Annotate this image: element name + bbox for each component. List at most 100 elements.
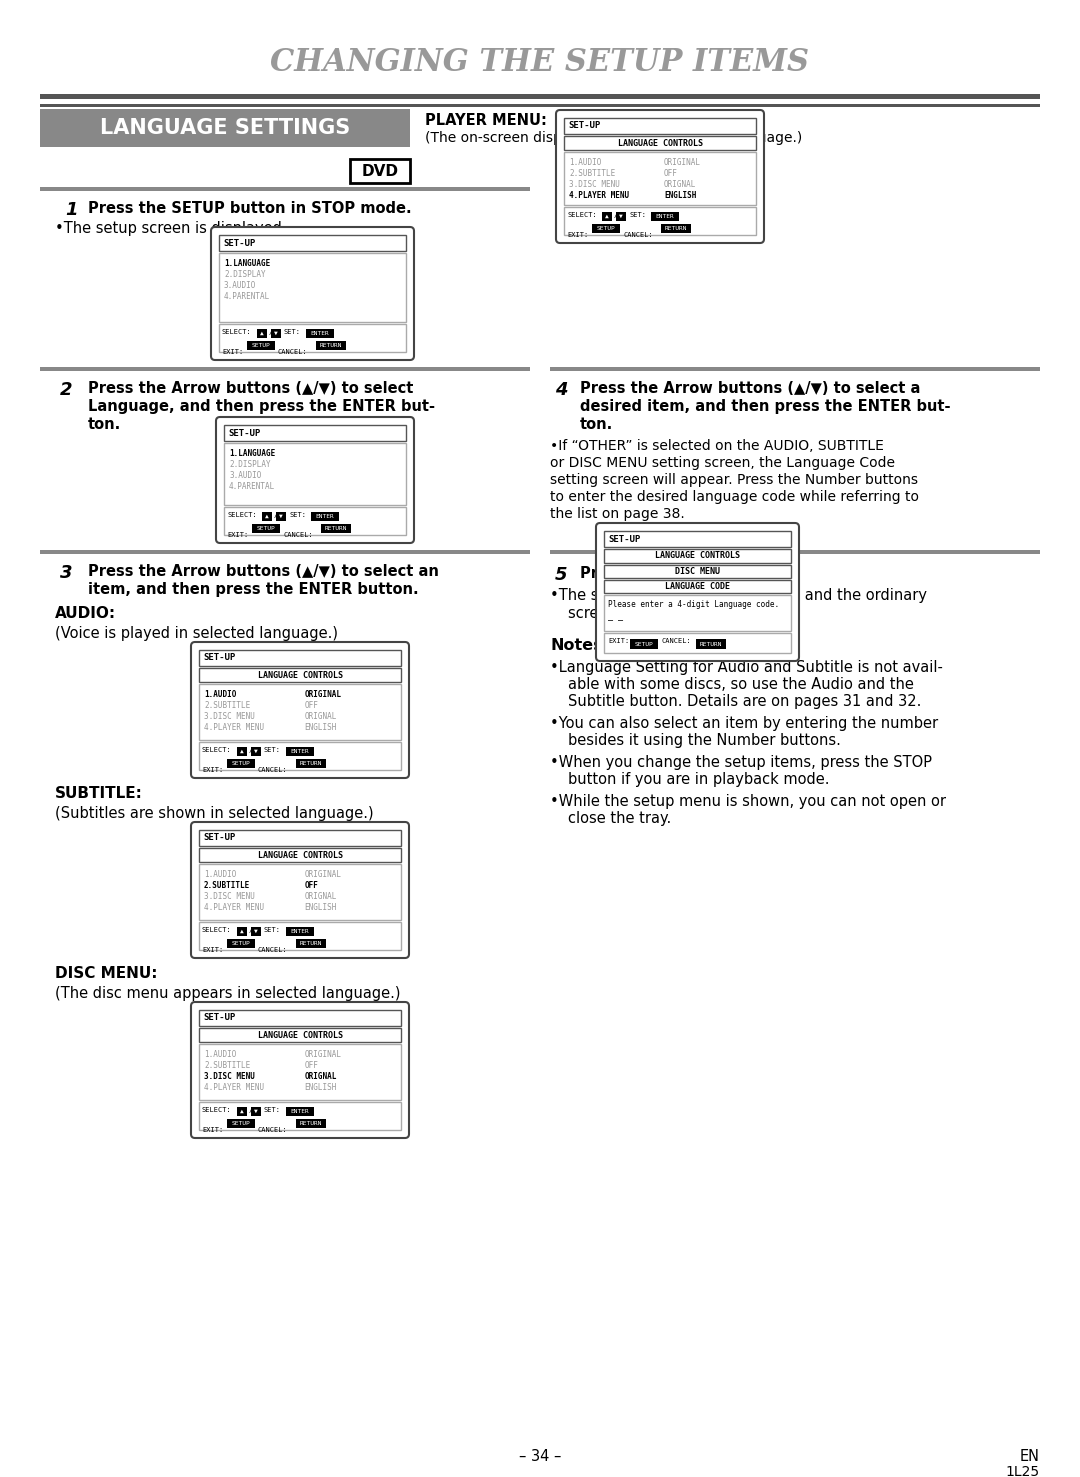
Bar	[661, 225, 691, 233]
Bar	[306, 329, 334, 338]
Bar	[224, 443, 406, 505]
Text: SETUP: SETUP	[596, 226, 616, 230]
Text: ▲: ▲	[260, 331, 264, 335]
Bar	[604, 595, 791, 631]
Text: 2.SUBTITLE: 2.SUBTITLE	[204, 1060, 251, 1069]
Text: 4.PARENTAL: 4.PARENTAL	[224, 292, 270, 301]
Text: 3.AUDIO: 3.AUDIO	[229, 471, 261, 480]
Text: LANGUAGE CODE: LANGUAGE CODE	[665, 582, 730, 591]
Text: ton.: ton.	[580, 417, 613, 431]
Bar	[40, 549, 530, 554]
Bar	[251, 1106, 261, 1117]
Text: /: /	[615, 213, 618, 219]
Text: SET-UP: SET-UP	[203, 1013, 235, 1022]
Text: /: /	[249, 1106, 253, 1114]
Text: SUBTITLE:: SUBTITLE:	[55, 786, 143, 801]
Bar	[604, 532, 791, 546]
Text: SET-UP: SET-UP	[228, 428, 260, 437]
Bar	[219, 323, 406, 352]
Text: 5: 5	[555, 566, 567, 583]
Text: 4: 4	[555, 381, 567, 399]
Text: ENTER: ENTER	[291, 749, 309, 753]
Bar	[604, 566, 791, 578]
Bar	[296, 1120, 326, 1128]
Bar	[651, 213, 679, 222]
Text: RETURN: RETURN	[300, 1121, 322, 1125]
Bar	[227, 759, 255, 768]
FancyBboxPatch shape	[216, 417, 414, 544]
Text: 2: 2	[60, 381, 72, 399]
Bar	[40, 366, 530, 371]
Text: AUDIO:: AUDIO:	[55, 606, 117, 620]
Text: SELECT:: SELECT:	[202, 747, 232, 753]
Bar	[237, 747, 247, 756]
Text: ENTER: ENTER	[315, 514, 335, 518]
Text: Press the SETUP button.: Press the SETUP button.	[580, 566, 783, 580]
Text: SET:: SET:	[284, 329, 301, 335]
Text: EXIT:: EXIT:	[608, 638, 630, 644]
Bar	[616, 213, 626, 222]
Text: /: /	[249, 747, 253, 753]
Bar	[199, 922, 401, 950]
Text: 3.AUDIO: 3.AUDIO	[224, 281, 256, 289]
Bar	[262, 513, 272, 521]
Text: to enter the desired language code while referring to: to enter the desired language code while…	[550, 490, 919, 504]
Bar	[224, 507, 406, 535]
Text: SET-UP: SET-UP	[203, 653, 235, 663]
Text: OFF: OFF	[305, 702, 319, 710]
Bar	[602, 213, 612, 222]
Bar	[237, 1106, 247, 1117]
Text: SET-UP: SET-UP	[608, 535, 640, 544]
Bar	[199, 1044, 401, 1100]
Bar	[199, 1028, 401, 1041]
Text: or DISC MENU setting screen, the Language Code: or DISC MENU setting screen, the Languag…	[550, 456, 895, 470]
Text: 2.DISPLAY: 2.DISPLAY	[224, 270, 266, 279]
Text: ENTER: ENTER	[291, 929, 309, 933]
Text: SELECT:: SELECT:	[202, 1106, 232, 1114]
Bar	[564, 136, 756, 151]
Text: 1.AUDIO: 1.AUDIO	[569, 158, 602, 167]
Text: CHANGING THE SETUP ITEMS: CHANGING THE SETUP ITEMS	[270, 47, 810, 78]
Text: LANGUAGE CONTROLS: LANGUAGE CONTROLS	[257, 851, 342, 860]
Text: LANGUAGE CONTROLS: LANGUAGE CONTROLS	[257, 1031, 342, 1040]
Text: ENGLISH: ENGLISH	[305, 1083, 337, 1092]
Text: OFF: OFF	[305, 880, 319, 891]
Text: ORIGNAL: ORIGNAL	[664, 180, 697, 189]
Text: screen is displayed.: screen is displayed.	[568, 606, 713, 620]
Text: Subtitle button. Details are on pages 31 and 32.: Subtitle button. Details are on pages 31…	[568, 694, 921, 709]
Text: ▼: ▼	[254, 1109, 258, 1114]
Bar	[550, 366, 1040, 371]
Text: 3: 3	[60, 564, 72, 582]
Text: DVD: DVD	[362, 164, 399, 179]
Bar	[296, 759, 326, 768]
Text: SET:: SET:	[264, 1106, 281, 1114]
Text: 2.SUBTITLE: 2.SUBTITLE	[204, 880, 251, 891]
Bar	[224, 425, 406, 442]
Text: SETUP: SETUP	[635, 641, 653, 647]
Text: 4.PLAYER MENU: 4.PLAYER MENU	[204, 1083, 265, 1092]
FancyBboxPatch shape	[556, 109, 764, 244]
Text: Language, and then press the ENTER but-: Language, and then press the ENTER but-	[87, 399, 435, 414]
Text: SELECT:: SELECT:	[202, 928, 232, 933]
Text: RETURN: RETURN	[300, 941, 322, 945]
Text: ▼: ▼	[274, 331, 278, 335]
Bar	[276, 513, 286, 521]
Text: CANCEL:: CANCEL:	[258, 1127, 287, 1133]
Text: SETUP: SETUP	[231, 941, 251, 945]
Text: CANCEL:: CANCEL:	[623, 232, 652, 238]
Bar	[199, 1010, 401, 1027]
Bar	[251, 928, 261, 936]
Text: LANGUAGE CONTROLS: LANGUAGE CONTROLS	[654, 551, 740, 560]
Bar	[40, 103, 1040, 106]
Text: SETUP: SETUP	[257, 526, 275, 532]
Text: OFF: OFF	[664, 168, 678, 179]
Text: LANGUAGE CONTROLS: LANGUAGE CONTROLS	[618, 139, 702, 148]
Bar	[227, 939, 255, 948]
Text: ▼: ▼	[254, 929, 258, 933]
Text: 3.DISC MENU: 3.DISC MENU	[204, 892, 255, 901]
Text: 4.PLAYER MENU: 4.PLAYER MENU	[204, 902, 265, 911]
FancyBboxPatch shape	[191, 823, 409, 959]
Text: OFF: OFF	[305, 1060, 319, 1069]
Bar	[316, 341, 346, 350]
Text: SET:: SET:	[264, 747, 281, 753]
